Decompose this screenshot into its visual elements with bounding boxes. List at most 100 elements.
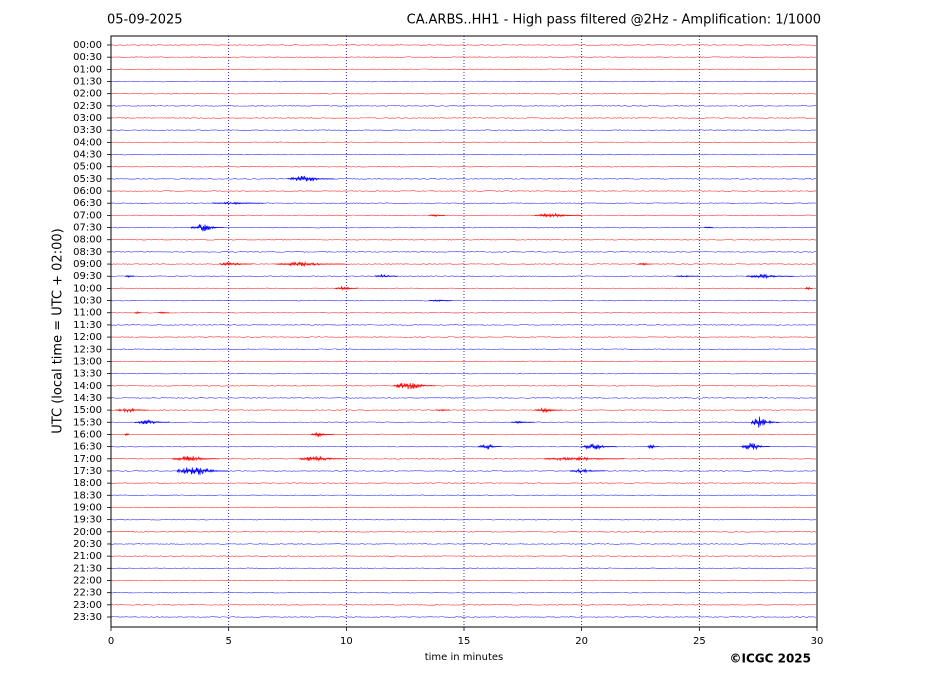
trace <box>110 214 817 217</box>
seismic-event <box>124 432 130 437</box>
trace <box>110 80 817 83</box>
trace <box>110 482 817 484</box>
seismic-event <box>750 416 780 428</box>
y-tick-label: 15:30 <box>73 417 102 428</box>
copyright: ©ICGC 2025 <box>729 652 811 666</box>
trace <box>110 105 817 107</box>
trace <box>111 312 817 314</box>
y-tick-label: 12:00 <box>73 332 102 343</box>
trace <box>110 336 817 338</box>
x-tick-label: 10 <box>340 636 353 647</box>
x-axis-label: time in minutes <box>425 652 504 663</box>
x-tick-label: 15 <box>458 636 471 647</box>
y-tick-label: 04:00 <box>73 137 102 148</box>
y-tick-label: 02:30 <box>73 101 102 112</box>
y-tick-label: 17:30 <box>73 466 102 477</box>
chart-title: CA.ARBS..HH1 - High pass filtered @2Hz -… <box>407 13 821 28</box>
seismic-event <box>703 226 714 229</box>
date: 05-09-2025 <box>107 13 183 28</box>
trace <box>110 68 817 71</box>
trace <box>110 518 817 521</box>
trace <box>110 348 817 350</box>
y-tick-label: 01:00 <box>73 64 102 75</box>
seismic-event <box>675 274 699 278</box>
y-tick-label: 04:30 <box>73 150 102 161</box>
y-tick-label: 00:30 <box>73 52 102 63</box>
seismic-event <box>157 311 170 315</box>
y-tick-label: 03:30 <box>73 125 102 136</box>
seismic-event <box>287 175 335 182</box>
y-tick-label: 14:30 <box>73 393 102 404</box>
x-tick-label: 20 <box>575 636 588 647</box>
y-tick-label: 01:30 <box>73 77 102 88</box>
seismic-event <box>275 261 346 267</box>
seismic-event <box>310 431 335 438</box>
trace <box>110 397 817 399</box>
trace <box>110 141 817 144</box>
seismic-event <box>124 274 135 278</box>
x-tick-label: 25 <box>693 636 706 647</box>
trace <box>110 251 817 253</box>
y-tick-label: 08:00 <box>73 235 102 246</box>
trace <box>110 56 817 58</box>
y-axis-label: UTC (local time = UTC + 02:00) <box>51 228 66 433</box>
seismic-event <box>741 442 770 450</box>
seismic-event <box>534 407 563 414</box>
trace <box>110 604 817 606</box>
seismic-event <box>637 262 653 266</box>
seismic-event <box>190 224 224 232</box>
y-tick-label: 16:30 <box>73 442 102 453</box>
trace <box>110 287 817 290</box>
y-tick-label: 23:00 <box>73 600 102 611</box>
x-tick-label: 30 <box>811 636 824 647</box>
seismic-event <box>647 444 659 450</box>
y-tick-label: 05:00 <box>73 162 102 173</box>
trace <box>110 239 817 241</box>
seismic-event <box>543 455 624 462</box>
trace <box>110 153 817 156</box>
trace <box>110 360 817 363</box>
y-tick-label: 06:00 <box>73 186 102 197</box>
seismic-event <box>428 299 452 302</box>
y-tick-label: 03:00 <box>73 113 102 124</box>
trace <box>110 385 817 387</box>
y-tick-label: 18:00 <box>73 478 102 489</box>
x-tick-label: 0 <box>108 636 114 647</box>
seismic-event <box>534 212 582 219</box>
trace <box>110 409 817 411</box>
trace <box>110 129 817 131</box>
y-tick-label: 02:00 <box>73 89 102 100</box>
trace <box>110 458 817 460</box>
trace <box>110 543 817 545</box>
seismic-event <box>428 214 445 218</box>
y-tick-label: 16:00 <box>73 429 102 440</box>
trace <box>110 263 817 265</box>
seismic-event <box>435 409 450 412</box>
trace <box>110 555 817 557</box>
seismic-event <box>115 407 149 413</box>
trace <box>110 470 817 472</box>
x-tick-label: 5 <box>225 636 231 647</box>
seismic-event <box>134 419 170 425</box>
seismic-event <box>746 273 794 280</box>
seismic-event <box>581 443 617 450</box>
y-tick-label: 20:00 <box>73 527 102 538</box>
trace <box>110 579 817 582</box>
y-tick-label: 08:30 <box>73 247 102 258</box>
trace <box>110 165 817 168</box>
trace <box>110 506 817 509</box>
y-tick-label: 20:30 <box>73 539 102 550</box>
trace <box>110 275 817 277</box>
seismic-event <box>804 286 813 291</box>
trace <box>110 299 817 302</box>
trace <box>110 433 817 436</box>
seismic-event <box>176 467 229 476</box>
y-tick-label: 11:00 <box>73 308 102 319</box>
trace <box>110 92 817 95</box>
y-tick-label: 21:30 <box>73 563 102 574</box>
trace <box>110 494 817 497</box>
y-tick-label: 12:30 <box>73 344 102 355</box>
y-tick-label: 13:00 <box>73 356 102 367</box>
seismic-event <box>299 456 347 462</box>
